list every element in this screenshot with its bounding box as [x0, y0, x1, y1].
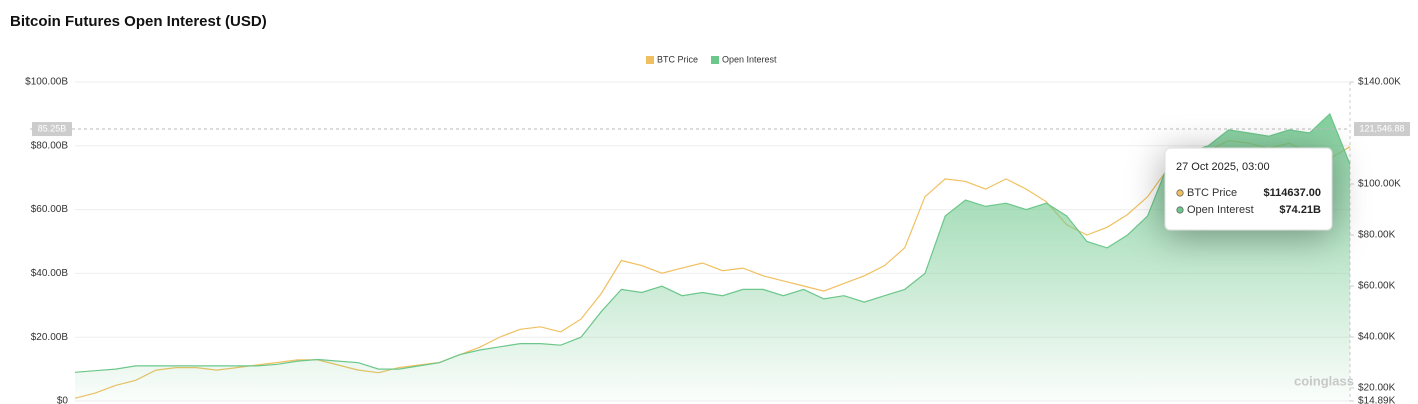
crosshair-label-bg	[1354, 122, 1410, 137]
crosshair-label: 85.25B	[38, 123, 67, 133]
y2-tick-label: $140.00K	[1358, 77, 1401, 88]
y2-tick-label: $100.00K	[1358, 179, 1401, 190]
y2-tick-label: $60.00K	[1358, 281, 1396, 292]
legend-label: Open Interest	[722, 54, 777, 64]
crosshair-label-bg	[32, 122, 72, 137]
tooltip-marker	[1176, 189, 1184, 197]
y2-tick-label: $40.00K	[1358, 332, 1396, 343]
y-tick-label: $100.00B	[25, 77, 68, 88]
tooltip-name: Open Interest	[1187, 204, 1254, 216]
tooltip-title: 27 Oct 2025, 03:00	[1176, 161, 1270, 173]
tooltip-box	[1164, 147, 1333, 231]
oi-line	[74, 112, 1351, 373]
btc-line	[74, 139, 1351, 399]
y2-tick-label: $20.00K	[1358, 383, 1396, 394]
y-tick-label: $60.00B	[31, 204, 69, 215]
watermark: coinglass	[1294, 373, 1354, 388]
legend-swatch	[646, 56, 654, 64]
legend-swatch	[711, 56, 720, 64]
legend-label: BTC Price	[657, 54, 698, 64]
chart-title: Bitcoin Futures Open Interest (USD)	[10, 13, 267, 30]
crosshair-label: 121,546.88	[1359, 123, 1404, 133]
tooltip-marker	[1176, 206, 1184, 214]
tooltip-value: $114637.00	[1263, 187, 1321, 199]
y-tick-label: $0	[57, 396, 69, 404]
y2-tick-label: $80.00K	[1358, 230, 1396, 241]
y-tick-label: $80.00B	[31, 140, 69, 151]
y-tick-label: $40.00B	[31, 268, 69, 279]
y-tick-label: $20.00B	[31, 332, 69, 343]
y2-tick-label: $14.89K	[1358, 396, 1396, 404]
oi-area	[75, 113, 1350, 402]
tooltip-name: BTC Price	[1187, 187, 1237, 199]
tooltip-value: $74.21B	[1279, 204, 1321, 216]
